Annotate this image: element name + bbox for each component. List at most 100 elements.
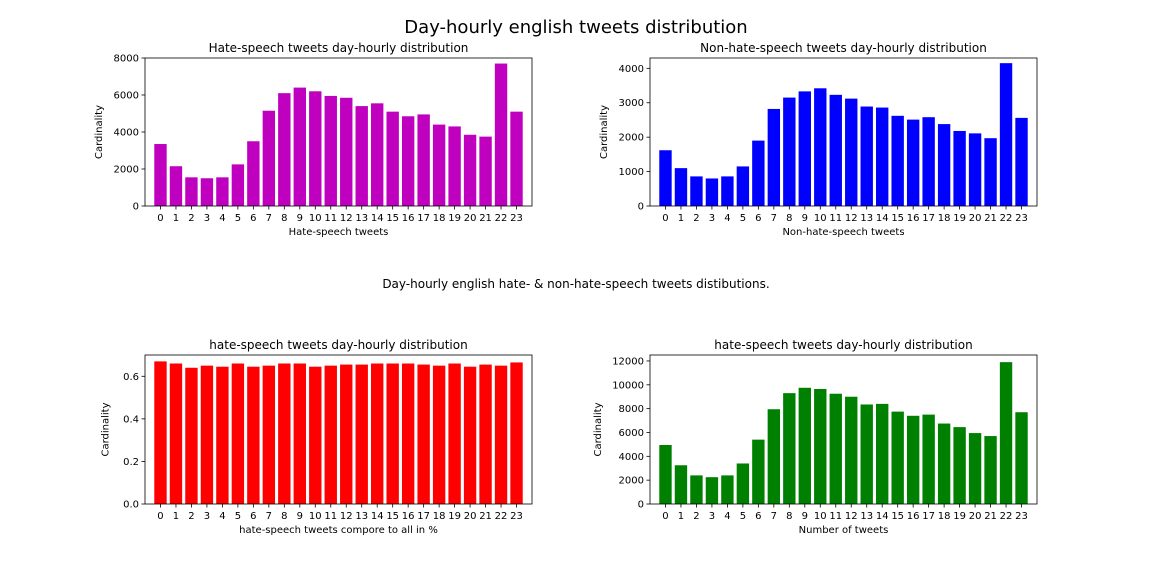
x-tick-label: 7 [266, 511, 272, 522]
x-tick-label: 17 [922, 213, 935, 224]
bar-8 [783, 97, 796, 206]
bar-10 [814, 388, 827, 504]
bar-11 [829, 94, 842, 206]
x-tick-label: 21 [479, 213, 492, 224]
x-tick-label: 4 [724, 511, 730, 522]
subplot-3: 0 1 2 3 4 5 6 7 8 9 10 11 12 13 14 15 16 17 18 19 20 21 22 230.… [100, 338, 533, 536]
x-tick-label: 21 [984, 213, 997, 224]
y-tick-label: 6000 [619, 428, 644, 439]
x-tick-label: 0 [157, 511, 163, 522]
x-tick-label: 0 [662, 511, 668, 522]
bar-6 [247, 141, 260, 206]
x-tick-label: 13 [860, 213, 873, 224]
bar-15 [386, 363, 399, 504]
x-tick-label: 20 [969, 511, 982, 522]
bar-4 [216, 366, 229, 504]
y-tick-label: 2000 [114, 165, 139, 176]
bar-15 [386, 111, 399, 206]
bar-22 [494, 365, 508, 504]
bar-4 [216, 177, 229, 206]
bar-19 [953, 130, 966, 206]
x-tick-label: 23 [1015, 213, 1028, 224]
bar-0 [659, 150, 672, 206]
x-tick-label: 12 [340, 213, 353, 224]
y-tick-label: 0.4 [123, 414, 139, 425]
bar-1 [169, 363, 183, 504]
bar-6 [247, 366, 260, 504]
figure-suptitle: Day-hourly english tweets distribution [404, 17, 748, 38]
bar-9 [798, 91, 811, 206]
bar-3 [705, 178, 719, 206]
bar-1 [674, 465, 688, 504]
x-tick-label: 12 [340, 511, 353, 522]
x-tick-label: 13 [860, 511, 873, 522]
x-tick-label: 12 [845, 213, 858, 224]
bar-0 [154, 361, 167, 504]
bar-2 [185, 177, 198, 206]
subplot-4: 0 1 2 3 4 5 6 7 8 9 10 11 12 13 14 15 16 17 18 19 20 21 22 2302… [593, 338, 1038, 536]
axes-frame [649, 57, 1038, 207]
bar-16 [906, 119, 920, 206]
y-axis-label: Cardinality [100, 402, 111, 456]
x-tick-label: 16 [907, 213, 920, 224]
x-tick-label: 8 [281, 213, 287, 224]
x-tick-label: 9 [297, 213, 303, 224]
x-tick-label: 20 [969, 213, 982, 224]
bar-5 [736, 463, 750, 504]
x-tick-label: 9 [802, 511, 808, 522]
x-axis-label: Hate-speech tweets [289, 227, 389, 238]
x-tick-label: 11 [829, 213, 842, 224]
chart-title: hate-speech tweets day-hourly distributi… [209, 338, 467, 352]
bar-3 [200, 365, 214, 504]
x-axis-label: Non-hate-speech tweets [782, 227, 904, 238]
bar-3 [705, 477, 719, 504]
bar-16 [906, 415, 920, 504]
bar-13 [860, 106, 873, 206]
x-tick-label: 14 [876, 213, 889, 224]
bar-1 [674, 168, 688, 206]
bar-12 [340, 97, 353, 206]
bar-17 [417, 364, 430, 504]
x-tick-label: 22 [495, 511, 508, 522]
bar-15 [891, 411, 904, 504]
bar-12 [845, 396, 858, 504]
bar-19 [448, 363, 461, 504]
bar-8 [278, 93, 291, 206]
x-tick-label: 16 [402, 213, 415, 224]
x-tick-label: 2 [693, 511, 699, 522]
bar-6 [752, 439, 765, 504]
bar-21 [984, 138, 997, 206]
bar-14 [876, 107, 889, 206]
bar-18 [432, 124, 446, 206]
x-tick-label: 17 [417, 213, 430, 224]
chart-title: Non-hate-speech tweets day-hourly distri… [700, 41, 987, 55]
x-tick-label: 18 [433, 511, 446, 522]
bar-16 [401, 363, 415, 504]
bar-3 [200, 178, 214, 206]
x-tick-label: 1 [678, 213, 684, 224]
bar-11 [829, 393, 842, 504]
x-tick-label: 10 [309, 511, 322, 522]
chart-title: hate-speech tweets day-hourly distributi… [714, 338, 972, 352]
bar-21 [479, 364, 492, 504]
x-tick-label: 7 [266, 213, 272, 224]
bar-22 [494, 63, 508, 206]
x-tick-label: 16 [402, 511, 415, 522]
bar-10 [309, 366, 322, 504]
x-tick-label: 22 [495, 213, 508, 224]
x-tick-label: 18 [433, 213, 446, 224]
bar-18 [432, 365, 446, 504]
x-tick-label: 15 [386, 213, 399, 224]
x-tick-label: 3 [709, 511, 715, 522]
bar-17 [922, 117, 935, 206]
bar-13 [355, 106, 368, 206]
bar-5 [736, 166, 750, 206]
bar-18 [937, 423, 951, 504]
x-tick-label: 3 [204, 511, 210, 522]
x-tick-label: 5 [740, 511, 746, 522]
x-tick-label: 7 [771, 511, 777, 522]
x-tick-label: 13 [355, 511, 368, 522]
axes-frame [649, 354, 1038, 505]
bar-23 [510, 362, 523, 504]
